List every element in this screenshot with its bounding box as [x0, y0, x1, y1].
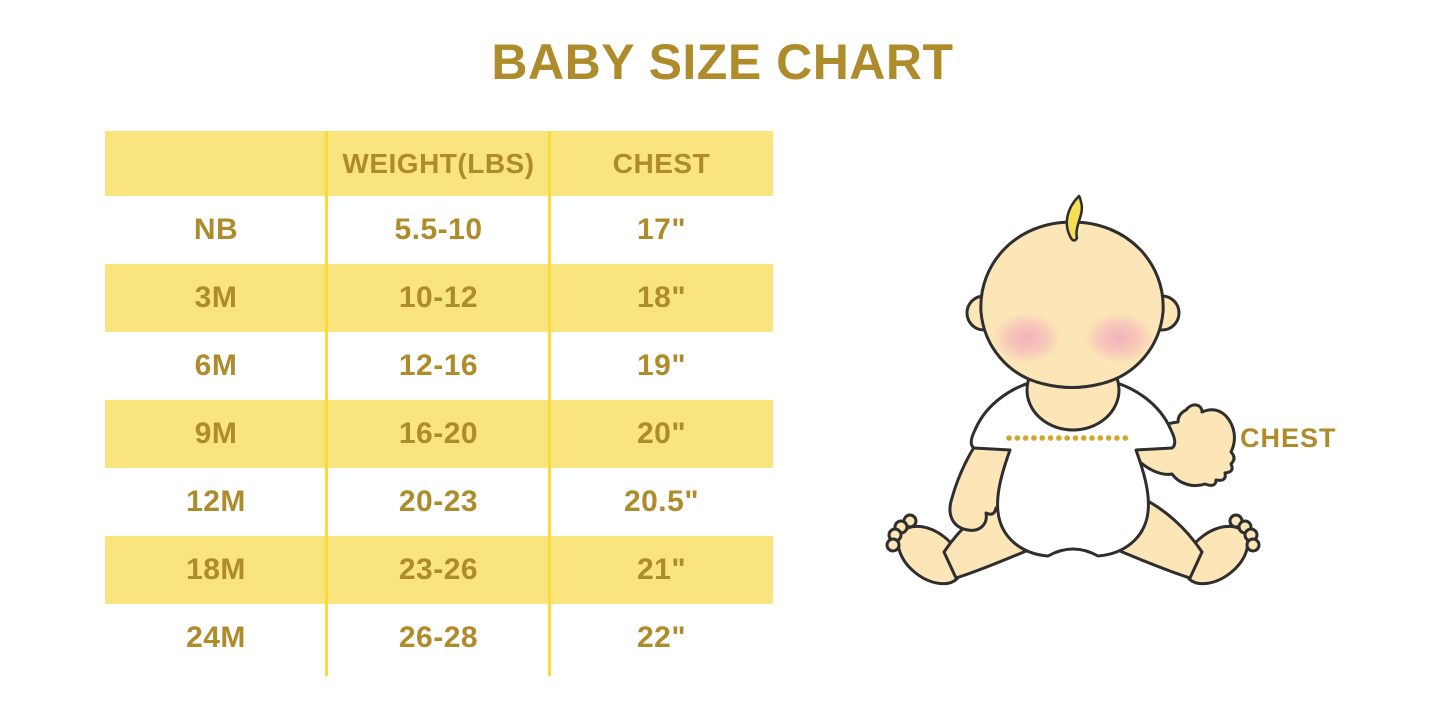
chest-cell: 21": [636, 553, 687, 586]
size-cell: 9M: [194, 417, 238, 450]
weight-cell: 12-16: [398, 349, 479, 382]
header-cell-chest: CHEST: [612, 147, 711, 179]
baby-head: [979, 220, 1165, 389]
column-divider: [548, 131, 551, 676]
page-title: BABY SIZE CHART: [491, 34, 954, 90]
weight-cell: 26-28: [398, 621, 479, 654]
table-row: 12M 20-23 20.5": [105, 468, 773, 536]
table-row: 18M 23-26 21": [105, 536, 773, 604]
size-cell: 24M: [186, 621, 246, 654]
table-row: 24M 26-28 22": [105, 604, 773, 672]
chest-cell: 19": [636, 349, 687, 382]
size-cell: 18M: [186, 553, 246, 586]
size-cell: 6M: [194, 349, 238, 382]
table-row: 6M 12-16 19": [105, 332, 773, 400]
baby-blush-left: [993, 313, 1061, 363]
weight-cell: 23-26: [398, 553, 479, 586]
baby-onesie: [969, 378, 1177, 558]
chest-cell: 22": [636, 621, 687, 654]
size-table: WEIGHT(LBS) CHEST NB 5.5-10 17" 3M 10-12…: [105, 131, 773, 676]
weight-cell: 5.5-10: [394, 213, 483, 246]
column-divider: [325, 131, 328, 676]
chest-cell: 20": [636, 417, 687, 450]
chest-measure-label: CHEST: [1240, 423, 1337, 453]
chest-cell: 18": [636, 281, 687, 314]
baby-arm-right: [1130, 403, 1236, 488]
table-row: 3M 10-12 18": [105, 264, 773, 332]
chest-cell: 20.5": [623, 485, 700, 518]
baby-illustration: [885, 194, 1261, 586]
table-row: NB 5.5-10 17": [105, 196, 773, 264]
header-cell-size: [105, 131, 327, 196]
weight-cell: 20-23: [398, 485, 479, 518]
table-header-row: WEIGHT(LBS) CHEST: [105, 131, 773, 196]
size-cell: 12M: [186, 485, 246, 518]
baby-hair-icon: [1065, 194, 1084, 242]
header-cell-weight: WEIGHT(LBS): [342, 147, 535, 179]
size-cell: 3M: [194, 281, 238, 314]
size-cell: NB: [193, 213, 239, 246]
table-row: 9M 16-20 20": [105, 400, 773, 468]
chest-cell: 17": [636, 213, 687, 246]
weight-cell: 16-20: [398, 417, 479, 450]
weight-cell: 10-12: [398, 281, 479, 314]
baby-blush-right: [1085, 313, 1153, 363]
baby-foot-left: [885, 513, 964, 586]
